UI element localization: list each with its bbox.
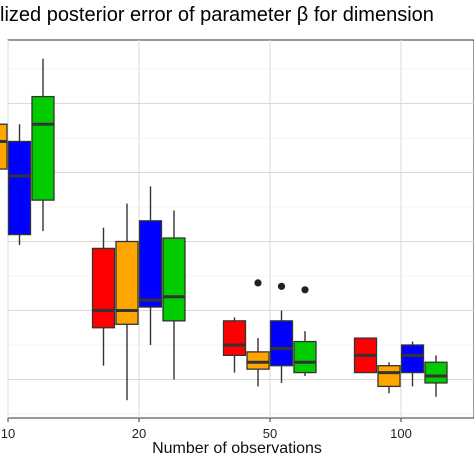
box-100-1	[353, 337, 378, 374]
outlier-point	[277, 282, 286, 290]
x-tick-label: 50	[263, 426, 277, 441]
box-10-2	[0, 123, 8, 170]
box-100-3	[400, 341, 425, 387]
box-body	[222, 320, 247, 357]
box-20-3	[138, 186, 163, 345]
x-tick-label: 10	[1, 426, 15, 441]
box-50-3	[269, 282, 294, 383]
box-body	[377, 365, 401, 388]
x-tick-label: 20	[132, 426, 146, 441]
box-body	[269, 320, 294, 367]
x-axis: 10 20 50 100	[1, 418, 412, 441]
box-body	[138, 220, 163, 308]
box-20-4	[162, 210, 186, 380]
x-tick-label: 100	[390, 426, 412, 441]
box-body	[7, 140, 32, 236]
box-body	[31, 95, 55, 201]
box-100-2	[377, 362, 401, 394]
x-axis-title: Number of observations	[152, 440, 322, 457]
box-body	[246, 351, 270, 370]
box-50-2	[246, 279, 270, 387]
box-body	[115, 240, 139, 325]
boxes	[0, 58, 448, 401]
box-10-4	[31, 58, 55, 232]
box-20-2	[115, 203, 139, 401]
chart-title: lized posterior error of parameter β for…	[0, 4, 434, 26]
box-body	[162, 237, 186, 322]
box-body	[293, 340, 317, 374]
box-20-1	[91, 227, 116, 366]
box-50-1	[222, 317, 247, 373]
box-body	[91, 247, 116, 329]
outlier-point	[301, 286, 309, 294]
box-100-4	[424, 355, 448, 397]
box-body	[400, 344, 425, 374]
box-10-3	[7, 124, 32, 245]
outlier-point	[254, 279, 262, 287]
box-body	[424, 361, 448, 384]
box-50-4	[293, 286, 317, 377]
box-body	[0, 123, 8, 170]
